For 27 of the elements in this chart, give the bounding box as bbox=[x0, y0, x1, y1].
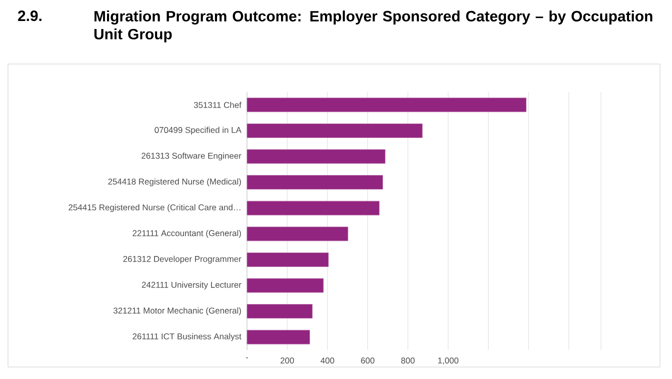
bar bbox=[246, 330, 310, 344]
bar bbox=[246, 278, 324, 293]
y-tick-label: 221111 Accountant (General) bbox=[132, 230, 241, 238]
y-tick-label: 261111 ICT Business Analyst bbox=[132, 333, 242, 342]
chart-title: Migration Program Outcome: Employer Sponsored Category – by Occupation Unit Group bbox=[94, 10, 652, 42]
x-tick-label: 200 bbox=[280, 358, 294, 364]
y-tick-label: 261313 Software Engineer bbox=[142, 152, 242, 160]
bar bbox=[246, 98, 526, 112]
x-tick-label: 800 bbox=[401, 358, 415, 364]
bar bbox=[246, 226, 348, 242]
bar bbox=[246, 175, 383, 190]
bar bbox=[246, 149, 386, 164]
x-tick-label: 1,000 bbox=[438, 358, 458, 365]
bar bbox=[246, 252, 329, 267]
bar bbox=[246, 200, 380, 216]
y-tick-label: 242111 University Lecturer bbox=[142, 282, 242, 290]
y-tick-label: 351311 Chef bbox=[194, 102, 242, 108]
y-tick-label: 321211 Motor Mechanic (General) bbox=[113, 307, 241, 316]
bar bbox=[246, 304, 313, 318]
y-tick-label: 254418 Registered Nurse (Medical) bbox=[108, 178, 241, 186]
y-tick-label: 261312 Developer Programmer bbox=[123, 256, 242, 264]
x-tick-label: 400 bbox=[320, 358, 334, 364]
bar bbox=[246, 123, 423, 138]
y-tick-label: 254415 Registered Nurse (Critical Care and… bbox=[68, 204, 240, 212]
text: 2.9. bbox=[18, 10, 42, 22]
x-tick-label: 600 bbox=[361, 358, 374, 364]
y-tick-label: 070499 Specified in LA bbox=[154, 126, 242, 135]
